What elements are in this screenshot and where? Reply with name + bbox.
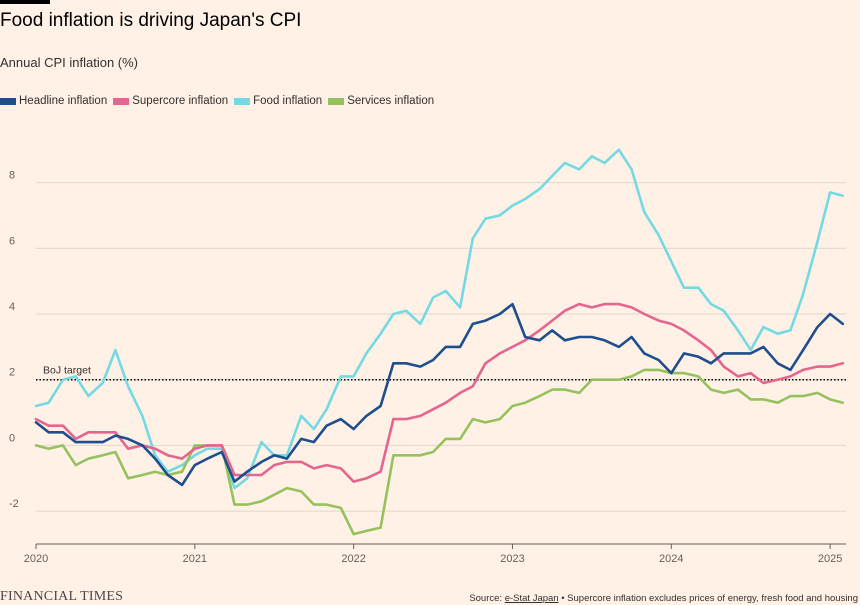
legend-swatch-supercore bbox=[113, 97, 130, 105]
source-prefix: Source: bbox=[469, 593, 505, 604]
series-line-headline bbox=[34, 302, 845, 487]
legend-label-food: Food inflation bbox=[253, 95, 323, 107]
y-tick-label: 6 bbox=[9, 235, 15, 247]
x-tick-label: 2023 bbox=[500, 553, 524, 565]
legend-item-food: Food inflation bbox=[234, 95, 322, 107]
legend-item-services: Services inflation bbox=[328, 95, 434, 107]
legend-label-supercore: Supercore inflation bbox=[132, 95, 229, 107]
legend: Headline inflation Supercore inflation F… bbox=[0, 95, 440, 107]
y-tick-label: 4 bbox=[9, 301, 15, 313]
x-tick-label: 2022 bbox=[341, 553, 365, 565]
ft-logo: FINANCIAL TIMES bbox=[0, 589, 124, 604]
series-line-supercore bbox=[34, 302, 845, 483]
y-tick-label: 8 bbox=[9, 170, 15, 182]
brand-accent-bar bbox=[0, 0, 50, 4]
legend-label-services: Services inflation bbox=[347, 95, 435, 107]
legend-label-headline: Headline inflation bbox=[19, 95, 108, 107]
legend-swatch-headline bbox=[0, 97, 16, 105]
legend-item-supercore: Supercore inflation bbox=[113, 95, 228, 107]
source-footnote: • Supercore inflation excludes prices of… bbox=[558, 593, 858, 604]
y-tick-label: -2 bbox=[9, 498, 19, 510]
boj-target-label: BoJ target bbox=[43, 365, 91, 377]
legend-item-headline: Headline inflation bbox=[0, 95, 107, 107]
series-line-services bbox=[34, 368, 845, 536]
chart-subtitle: Annual CPI inflation (%) bbox=[0, 55, 139, 70]
chart-title: Food inflation is driving Japan's CPI bbox=[0, 10, 302, 31]
x-tick-label: 2020 bbox=[24, 553, 48, 565]
x-tick-label: 2025 bbox=[818, 553, 842, 565]
y-tick-label: 2 bbox=[9, 367, 15, 379]
source-link[interactable]: e-Stat Japan bbox=[504, 593, 559, 604]
legend-swatch-food bbox=[234, 97, 251, 105]
y-tick-label: 0 bbox=[9, 432, 15, 444]
series-line-food bbox=[34, 148, 845, 490]
x-tick-label: 2024 bbox=[659, 553, 683, 565]
source-note: Source: e-Stat Japan • Supercore inflati… bbox=[469, 593, 858, 604]
x-tick-label: 2021 bbox=[183, 553, 207, 565]
legend-swatch-services bbox=[328, 97, 345, 105]
